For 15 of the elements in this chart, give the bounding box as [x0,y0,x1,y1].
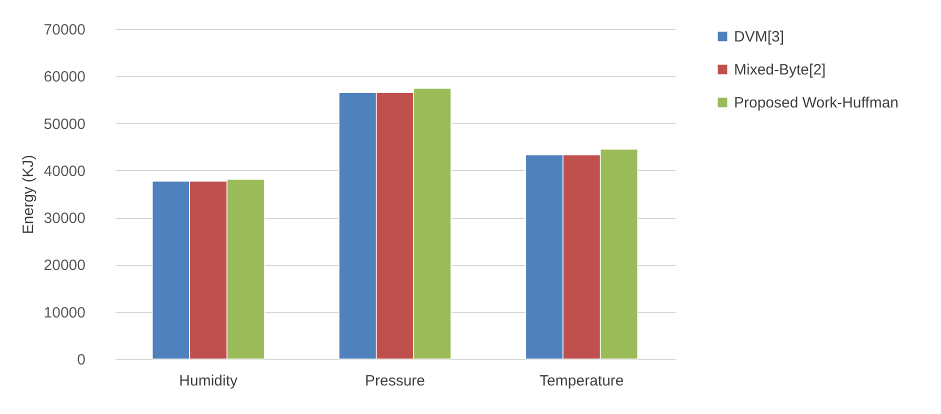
x-tick-label: Temperature [540,372,624,390]
y-tick-label: 10000 [44,304,86,322]
y-tick-label: 70000 [44,22,86,38]
y-tick-label: 0 [77,352,86,368]
legend-label: Proposed Work-Huffman [734,94,899,112]
y-tick-label: 50000 [44,116,86,133]
x-tick-label: Humidity [179,372,238,390]
legend-label: Mixed-Byte[2] [734,62,826,78]
y-tick-label: 40000 [44,162,86,180]
legend-label: DVM[3] [734,28,784,46]
y-tick-label: 60000 [44,68,86,86]
x-tick-label: Pressure [364,372,426,390]
y-tick-label: 20000 [44,257,86,274]
y-axis-title: Energy (KJ) [20,154,37,234]
y-tick-label: 30000 [44,210,86,228]
